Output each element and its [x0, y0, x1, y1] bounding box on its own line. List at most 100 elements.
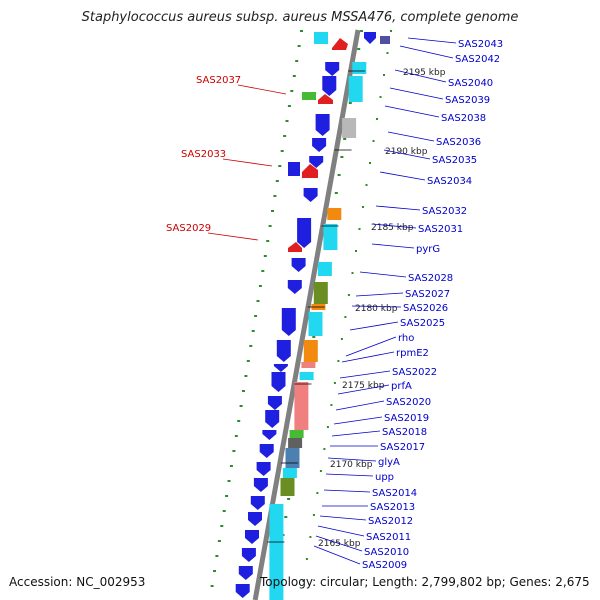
gene-label-leader	[327, 457, 377, 462]
gene-arrow	[271, 372, 286, 392]
gc-dot	[302, 580, 305, 582]
gc-dot	[227, 480, 231, 482]
gc-dot	[300, 30, 303, 32]
gc-dot	[333, 382, 336, 384]
gc-dot	[249, 345, 253, 347]
gene-block	[282, 468, 297, 478]
gc-dot	[268, 225, 272, 227]
gc-dot	[312, 336, 316, 338]
gene-label: SAS2011	[366, 532, 411, 543]
gc-dot	[273, 195, 277, 197]
gc-dot	[258, 285, 262, 287]
gene-label: SAS2026	[403, 303, 448, 314]
position-label: 2180 kbp	[355, 304, 398, 314]
gc-dot	[326, 426, 329, 428]
accession-text: Accession: NC_002953	[9, 575, 146, 589]
gc-dot	[292, 75, 296, 77]
gene-arrow	[273, 364, 288, 372]
gene-labels: SAS2043 SAS2042 SAS2040 SAS2039 SAS2038 SAS20…	[166, 37, 503, 571]
gene-label-leader	[331, 430, 381, 437]
gene-arrow	[265, 410, 280, 428]
gc-dot	[319, 470, 322, 472]
gene-label: rpmE2	[396, 348, 429, 359]
gene-arrow	[276, 340, 291, 362]
gene-arrow	[267, 396, 282, 410]
gc-dot	[280, 150, 284, 152]
gene-label-leader	[315, 535, 363, 552]
gene-block	[288, 162, 300, 176]
gene-label-leader	[339, 370, 391, 379]
gene-label-leader	[375, 205, 421, 211]
gc-dot	[334, 192, 338, 194]
gc-dot	[312, 514, 315, 516]
gc-dot	[357, 48, 361, 50]
gc-dot	[323, 448, 326, 450]
gene-label-leader	[325, 473, 374, 477]
gc-dot	[295, 60, 299, 62]
gene-label: SAS2043	[458, 39, 503, 50]
gene-label-leader	[222, 158, 273, 167]
gene-label-leader	[359, 271, 407, 278]
gene-label: SAS2042	[455, 54, 500, 65]
gene-label: upp	[375, 472, 394, 483]
gene-arrow	[238, 566, 253, 580]
gc-dot	[343, 138, 347, 140]
gene-label: SAS2032	[422, 206, 467, 217]
gc-dot	[386, 52, 389, 54]
gene-features	[235, 32, 390, 600]
gc-dot	[365, 184, 368, 186]
genome-summary: Topology: circular; Length: 2,799,802 bp…	[260, 575, 590, 589]
gene-arrow	[253, 478, 268, 492]
gene-arrow-red	[302, 164, 318, 178]
gc-dot	[355, 250, 357, 252]
gene-label-leader	[407, 37, 457, 44]
gene-block	[317, 262, 332, 276]
gene-label: SAS2022	[392, 367, 437, 378]
gene-arrow	[281, 308, 296, 336]
gene-label: SAS2010	[364, 547, 409, 558]
gc-dot	[254, 315, 258, 317]
gene-label: SAS2025	[400, 318, 445, 329]
position-label: 2195 kbp	[403, 68, 446, 78]
gene-label-leader	[333, 416, 383, 425]
gene-label: SAS2017	[380, 442, 425, 453]
gc-dot	[340, 156, 344, 158]
gc-dot	[287, 498, 291, 500]
gene-label: SAS2036	[436, 137, 481, 148]
gc-dot	[237, 420, 241, 422]
gc-dot	[360, 30, 363, 32]
gc-dot	[369, 162, 371, 164]
gene-arrow	[259, 444, 274, 458]
gene-label-leader	[384, 105, 440, 118]
gc-dot	[213, 570, 216, 572]
gc-dot	[284, 516, 288, 518]
gene-arrow	[250, 496, 265, 510]
gene-label: SAS2013	[370, 502, 415, 513]
gene-label: SAS2009	[362, 560, 407, 571]
gene-block	[294, 382, 309, 430]
gene-arrow	[297, 218, 312, 248]
gene-label-leader	[379, 171, 426, 181]
gene-arrow-red	[318, 94, 333, 104]
gene-arrow	[256, 462, 271, 476]
gene-block	[342, 118, 357, 138]
gene-label-leader	[383, 149, 431, 160]
gc-dot	[351, 272, 354, 274]
gene-label-left: SAS2033	[181, 149, 226, 160]
gc-dot	[305, 558, 308, 560]
gene-block	[299, 372, 314, 380]
gc-dot	[390, 30, 392, 32]
gc-dot	[225, 495, 229, 497]
gene-label-leader	[394, 69, 447, 83]
gene-label-leader	[319, 515, 367, 521]
gc-dot	[285, 120, 289, 122]
gene-label-leader	[345, 336, 397, 357]
gene-label: rho	[398, 333, 414, 344]
gc-dot	[348, 102, 352, 104]
gc-dot	[261, 270, 265, 272]
gene-block	[289, 430, 304, 438]
gene-label-leader	[335, 400, 385, 411]
gene-label: pyrG	[416, 244, 440, 255]
gc-dot	[379, 96, 382, 98]
gene-label: SAS2014	[372, 488, 417, 499]
